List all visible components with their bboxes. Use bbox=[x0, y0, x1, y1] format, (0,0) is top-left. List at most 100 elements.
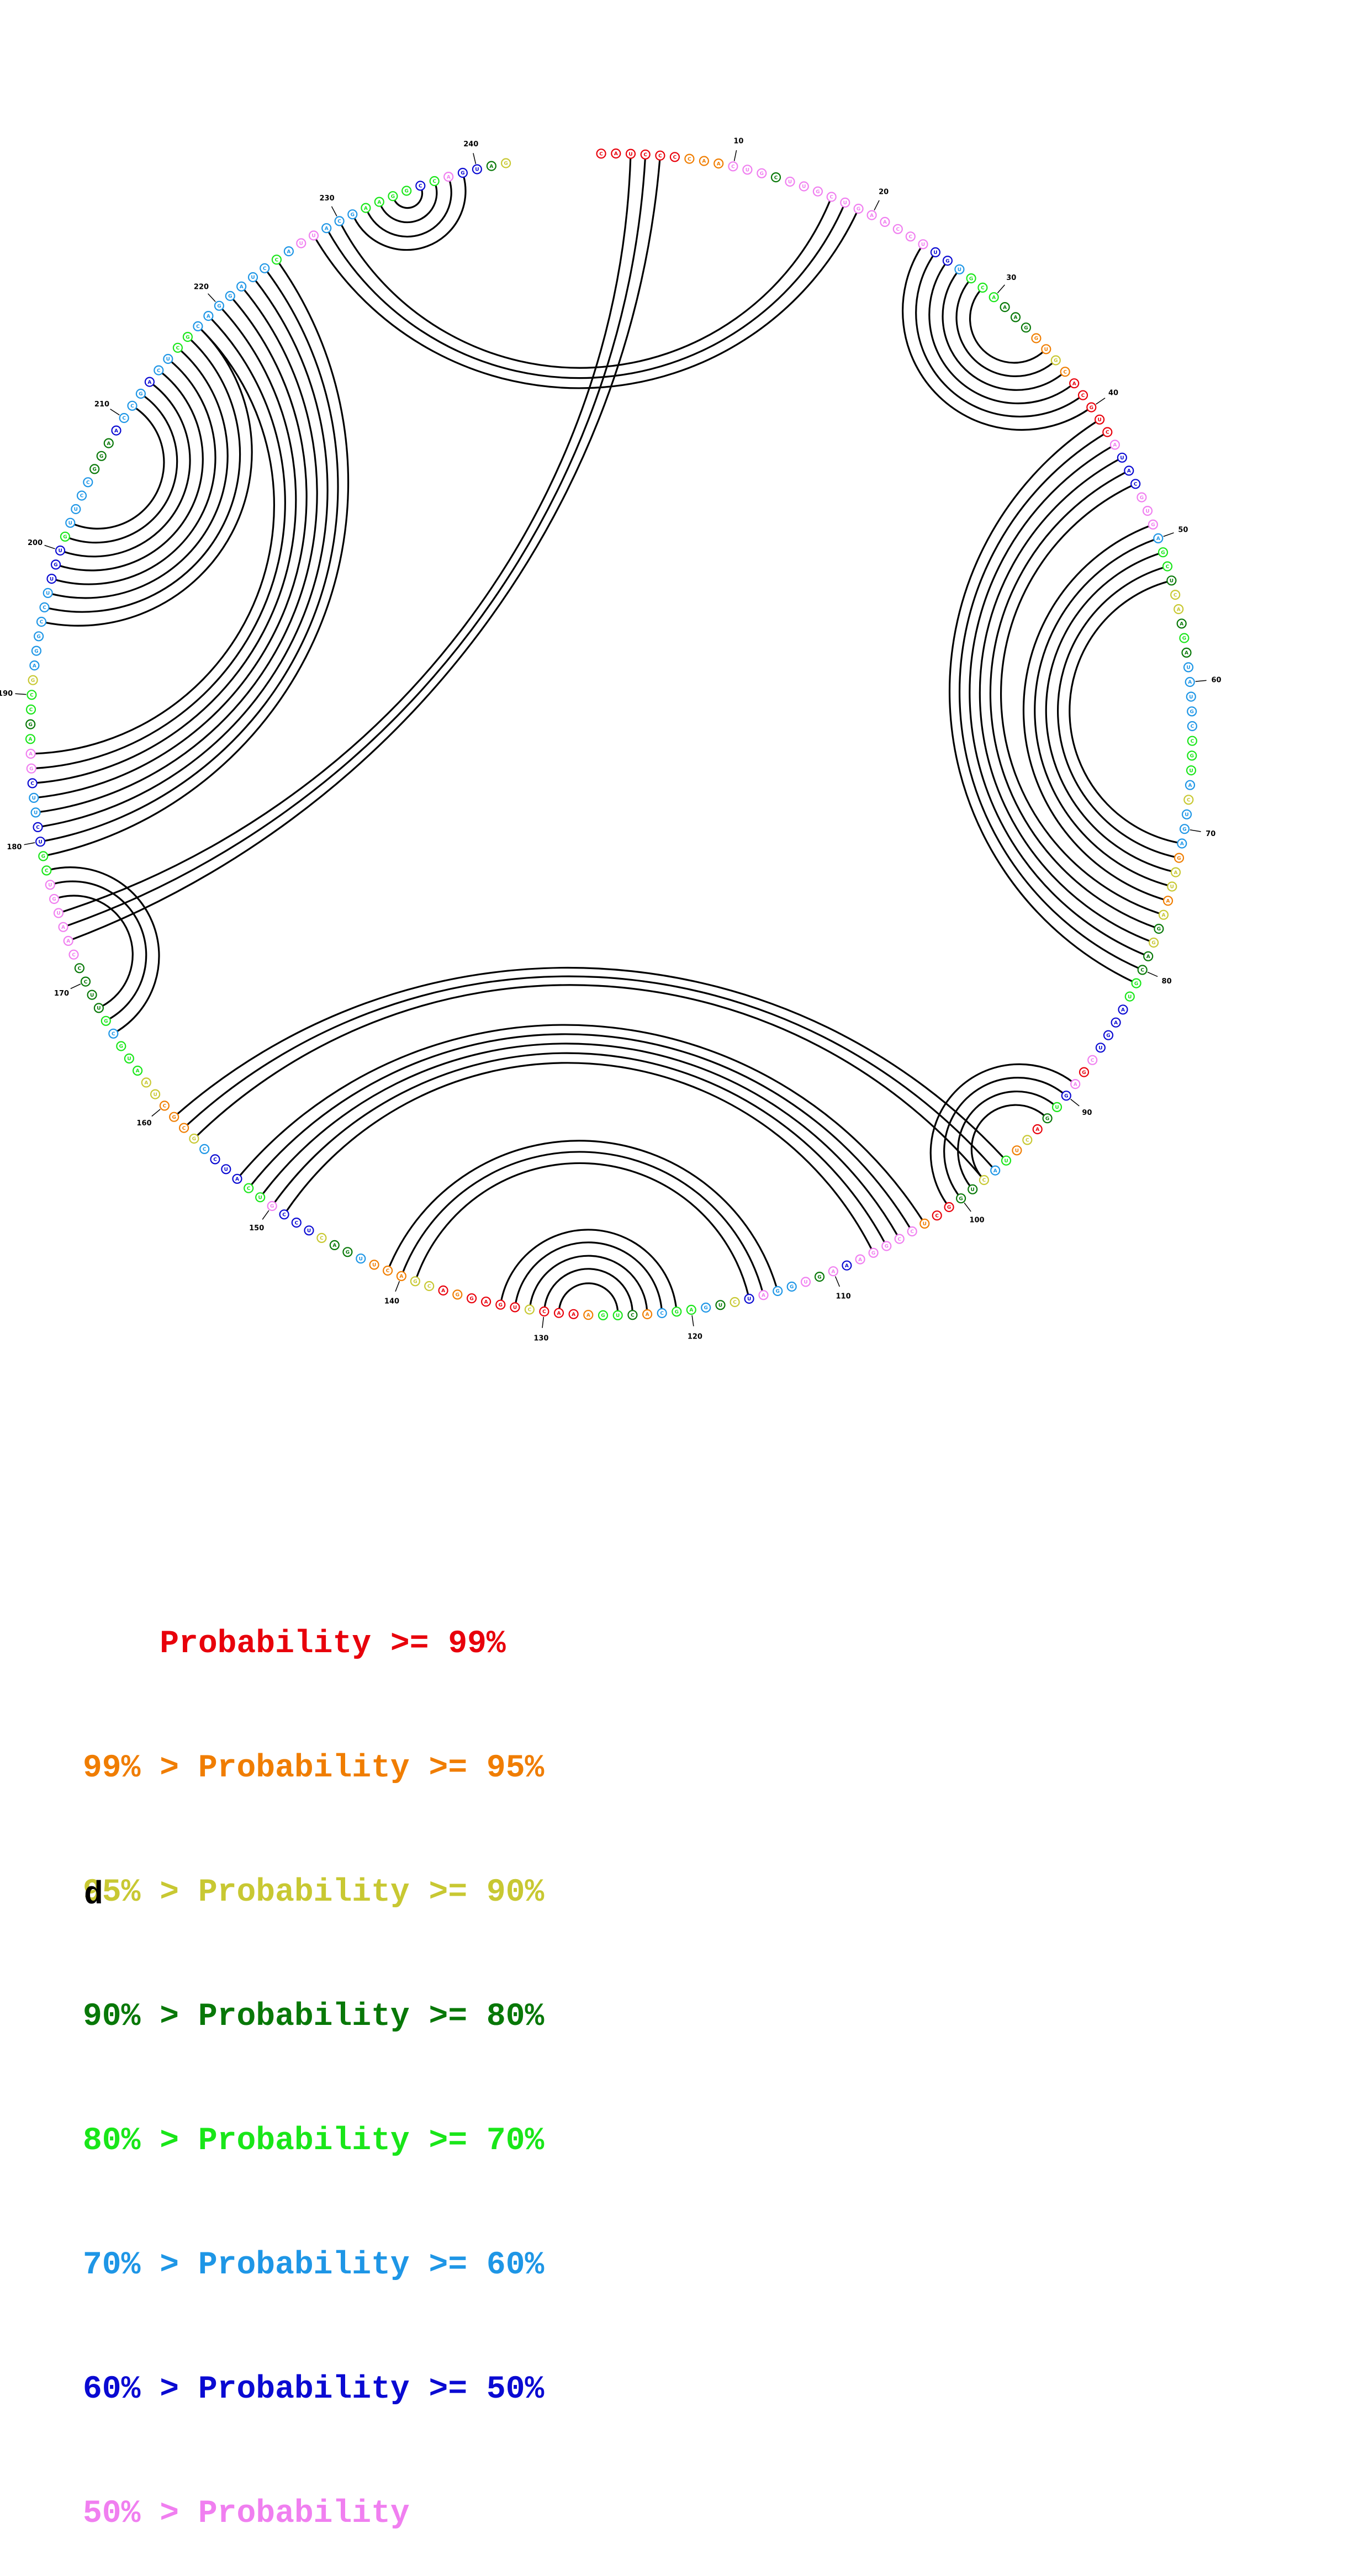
nucleotide-marker bbox=[1181, 647, 1192, 658]
nucleotide-marker bbox=[1187, 706, 1197, 717]
nucleotide-marker bbox=[1179, 824, 1190, 834]
pair-arc bbox=[46, 262, 350, 856]
nucleotide-marker bbox=[919, 1218, 930, 1229]
nucleotide-marker bbox=[1041, 344, 1051, 355]
nucleotide-marker bbox=[1118, 1004, 1128, 1015]
nucleotide-letter: A bbox=[870, 213, 874, 219]
nucleotide-marker bbox=[119, 412, 129, 424]
nucleotide-letter: G bbox=[945, 258, 949, 264]
nucleotide-letter: A bbox=[1074, 1082, 1077, 1087]
nucleotide-letter: A bbox=[1188, 783, 1192, 789]
nucleotide-marker bbox=[1166, 575, 1177, 586]
nucleotide-letter: U bbox=[359, 1256, 363, 1262]
nucleotide-letter: A bbox=[557, 1311, 561, 1316]
nucleotide-marker bbox=[74, 963, 84, 974]
nucleotide-letter: C bbox=[36, 825, 40, 831]
legend-row-99: Probability >= 99% bbox=[83, 1623, 544, 1665]
nucleotide-letter: C bbox=[275, 257, 279, 263]
pair-arc bbox=[514, 1241, 663, 1310]
nucleotide-letter: C bbox=[40, 620, 44, 625]
pair-arc bbox=[57, 895, 134, 1007]
position-label: 190 bbox=[0, 690, 13, 698]
nucleotide-letter: C bbox=[419, 184, 422, 189]
position-label: 210 bbox=[94, 400, 109, 409]
pairing-arcs bbox=[34, 157, 1179, 1312]
nucleotide-marker bbox=[1001, 1155, 1012, 1166]
pair-arc bbox=[902, 246, 1090, 431]
position-label: 220 bbox=[194, 283, 209, 291]
nucleotide-letter: G bbox=[1161, 550, 1165, 556]
nucleotide-letter: A bbox=[136, 1069, 140, 1074]
position-label: 240 bbox=[463, 140, 478, 149]
position-tick bbox=[151, 1109, 161, 1117]
nucleotide-letter: A bbox=[235, 1177, 239, 1182]
nucleotide-marker bbox=[316, 1233, 327, 1243]
position-tick bbox=[1070, 1098, 1080, 1107]
nucleotide-letter: U bbox=[48, 883, 52, 888]
nucleotide-letter: G bbox=[119, 1044, 123, 1050]
nucleotide-letter: G bbox=[871, 1251, 875, 1256]
nucleotide-marker bbox=[111, 425, 121, 436]
nucleotide-marker bbox=[1102, 427, 1113, 437]
legend-label: Probability bbox=[198, 2496, 410, 2532]
position-tick bbox=[997, 284, 1005, 294]
nucleotide-marker bbox=[640, 149, 651, 160]
nucleotide-letter: G bbox=[857, 207, 860, 212]
nucleotide-marker bbox=[25, 704, 36, 715]
nucleotide-letter: A bbox=[1177, 607, 1181, 612]
position-label: 90 bbox=[1082, 1109, 1092, 1117]
nucleotide-letter: A bbox=[114, 429, 118, 434]
nucleotide-letter: G bbox=[885, 1244, 889, 1250]
nucleotide-marker bbox=[701, 1302, 711, 1313]
position-tick bbox=[834, 1276, 840, 1287]
pair-arc bbox=[989, 471, 1156, 929]
legend-label: Probability >= 80% bbox=[198, 1999, 545, 2035]
nucleotide-marker bbox=[308, 230, 319, 241]
nucleotide-marker bbox=[29, 792, 39, 803]
nucleotide-letter: C bbox=[1063, 369, 1067, 375]
nucleotide-letter: A bbox=[1146, 954, 1150, 960]
nucleotide-marker bbox=[45, 880, 55, 890]
nucleotide-marker bbox=[127, 400, 138, 411]
nucleotide-marker bbox=[87, 990, 97, 1000]
nucleotide-letter: C bbox=[660, 1311, 664, 1316]
nucleotide-letter: C bbox=[981, 285, 985, 291]
nucleotide-marker bbox=[236, 281, 247, 292]
position-tick bbox=[691, 1315, 694, 1326]
nucleotide-letter: A bbox=[762, 1293, 765, 1299]
pair-arc bbox=[250, 1033, 911, 1229]
nucleotide-letter: A bbox=[1127, 469, 1131, 474]
nucleotide-letter: G bbox=[1045, 1116, 1049, 1122]
pair-arc bbox=[195, 984, 983, 1178]
nucleotide-marker bbox=[141, 1077, 151, 1088]
nucleotide-marker bbox=[424, 1281, 435, 1292]
nucleotide-letter: G bbox=[228, 294, 232, 299]
position-label: 40 bbox=[1108, 389, 1118, 398]
pair-arc bbox=[948, 420, 1134, 983]
nucleotide-letter: C bbox=[247, 1186, 251, 1192]
nucleotide-marker bbox=[510, 1302, 520, 1313]
nucleotide-marker bbox=[1154, 923, 1164, 934]
nucleotide-letter: G bbox=[93, 467, 97, 473]
nucleotide-letter: U bbox=[1185, 812, 1188, 818]
nucleotide-marker bbox=[1186, 765, 1197, 776]
nucleotide-letter: U bbox=[50, 576, 54, 582]
pair-arc bbox=[63, 383, 191, 558]
pair-arc bbox=[529, 1255, 648, 1311]
position-tick bbox=[733, 150, 737, 161]
nucleotide-marker bbox=[135, 388, 146, 399]
position-label: 60 bbox=[1211, 676, 1221, 685]
legend-label: Probability >= 95% bbox=[198, 1750, 545, 1786]
legend-label: Probability >= 70% bbox=[198, 2123, 545, 2159]
nucleotide-letter: G bbox=[31, 678, 35, 684]
nucleotide-marker bbox=[881, 1241, 892, 1251]
nucleotide-letter: C bbox=[122, 416, 126, 421]
nucleotide-marker bbox=[524, 1304, 535, 1315]
nucleotide-letter: C bbox=[1081, 393, 1085, 399]
nucleotide-letter: C bbox=[542, 1309, 546, 1315]
position-label: 10 bbox=[733, 137, 743, 145]
nucleotide-letter: G bbox=[217, 304, 221, 309]
nucleotide-letter: C bbox=[688, 157, 691, 162]
nucleotide-letter: G bbox=[461, 171, 464, 176]
nucleotide-letter: G bbox=[969, 276, 973, 282]
